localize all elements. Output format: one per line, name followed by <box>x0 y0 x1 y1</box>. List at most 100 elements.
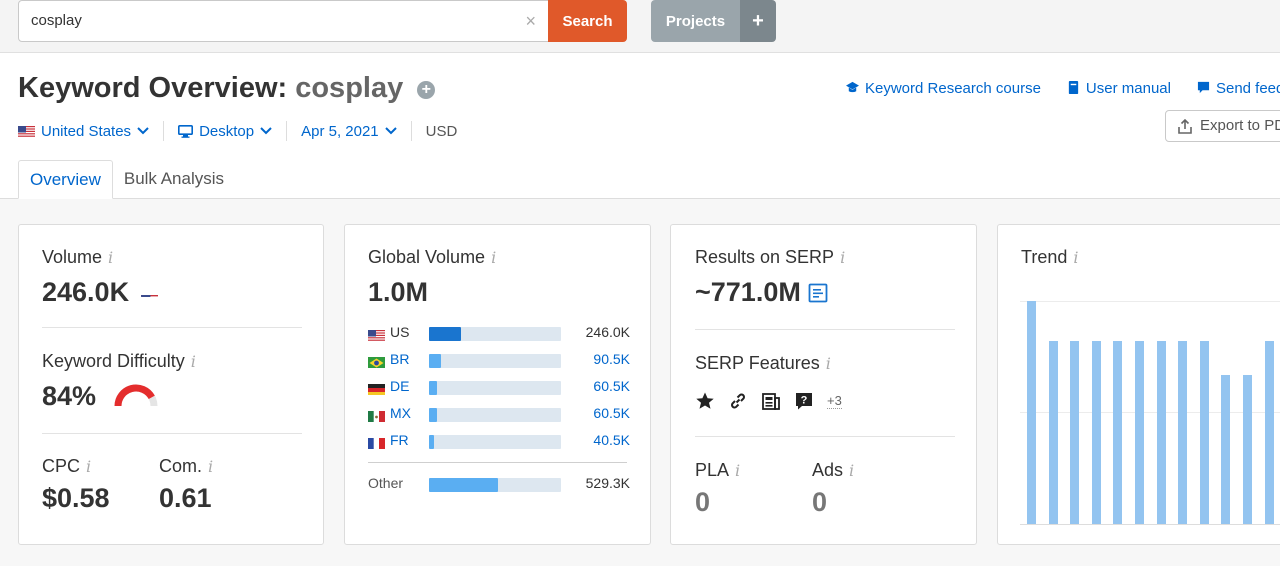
filter-divider <box>410 121 412 141</box>
serp-results-title-label: Results on SERP <box>695 247 835 267</box>
trend-bar[interactable] <box>1221 374 1231 524</box>
country-code[interactable]: DE <box>390 378 410 394</box>
news-icon[interactable] <box>761 391 781 411</box>
com-title: Com. i <box>159 456 213 477</box>
info-icon[interactable]: i <box>190 352 196 371</box>
projects-button[interactable]: Projects <box>651 0 740 42</box>
country-volume[interactable]: 40.5K <box>593 432 630 448</box>
global-volume-card: Global Volume i 1.0M US 246.0K BR 90.5K D… <box>344 224 651 545</box>
country-volume[interactable]: 90.5K <box>593 351 630 367</box>
us-flag-icon <box>368 329 385 342</box>
volume-bar <box>429 435 561 449</box>
trend-bar[interactable] <box>1070 341 1080 524</box>
kd-title: Keyword Difficulty i <box>42 351 196 372</box>
tab-bar: Overview Bulk Analysis <box>18 160 235 199</box>
ads-value: 0 <box>812 487 828 517</box>
filter-divider <box>163 121 165 141</box>
info-icon[interactable]: i <box>108 248 114 267</box>
info-icon[interactable]: i <box>735 461 741 480</box>
user-manual-link[interactable]: User manual <box>1067 80 1171 97</box>
other-row: Other 529.3K <box>368 474 630 494</box>
keyword-course-link[interactable]: Keyword Research course <box>846 80 1041 97</box>
info-icon[interactable]: i <box>825 354 831 373</box>
user-manual-link-label: User manual <box>1085 80 1171 97</box>
chevron-down-icon <box>137 127 149 135</box>
pla-title: PLA i <box>695 460 740 481</box>
filter-divider <box>286 121 288 141</box>
country-volume[interactable]: 60.5K <box>593 405 630 421</box>
trend-bar[interactable] <box>1178 341 1188 524</box>
card-divider <box>695 436 955 437</box>
serp-results-value-text: ~771.0M <box>695 277 801 307</box>
link-icon[interactable] <box>728 391 748 411</box>
send-feedback-link[interactable]: Send feedb <box>1197 80 1280 97</box>
info-icon[interactable]: i <box>86 457 92 476</box>
faq-icon[interactable]: ? <box>794 391 814 411</box>
trend-bar[interactable] <box>1199 341 1209 524</box>
export-button-label: Export to PD <box>1200 117 1280 134</box>
date-filter[interactable]: Apr 5, 2021 <box>301 123 397 140</box>
serp-results-value: ~771.0M <box>695 277 828 308</box>
chat-bubble-icon <box>1197 81 1210 94</box>
country-code[interactable]: BR <box>390 351 410 367</box>
search-button[interactable]: Search <box>548 0 627 42</box>
de-flag-icon <box>368 383 385 396</box>
serp-features-title-label: SERP Features <box>695 353 820 373</box>
country-row[interactable]: MX 60.5K <box>368 404 630 424</box>
clear-icon[interactable]: × <box>525 11 536 31</box>
volume-bar-fill <box>429 327 461 341</box>
country-row[interactable]: BR 90.5K <box>368 350 630 370</box>
send-feedback-link-label: Send feedb <box>1215 80 1280 97</box>
trend-bar[interactable] <box>1135 341 1144 524</box>
trend-card: Trend i <box>997 224 1280 545</box>
cpc-title: CPC i <box>42 456 91 477</box>
trend-bar[interactable] <box>1156 341 1166 524</box>
card-divider <box>42 327 302 328</box>
desktop-icon <box>178 124 194 138</box>
info-icon[interactable]: i <box>840 248 846 267</box>
trend-bar[interactable] <box>1048 341 1058 524</box>
trend-bar[interactable] <box>1091 341 1101 524</box>
card-divider <box>42 433 302 434</box>
export-icon <box>1178 119 1192 134</box>
country-row[interactable]: FR 40.5K <box>368 431 630 451</box>
com-title-label: Com. <box>159 456 203 476</box>
volume-bar-fill <box>429 478 498 492</box>
device-filter[interactable]: Desktop <box>178 123 272 140</box>
trend-bar[interactable] <box>1264 341 1274 524</box>
info-icon[interactable]: i <box>208 457 214 476</box>
trend-bar[interactable] <box>1243 374 1252 524</box>
country-row[interactable]: DE 60.5K <box>368 377 630 397</box>
info-icon[interactable]: i <box>1073 248 1079 267</box>
country-code[interactable]: MX <box>390 405 411 421</box>
currency-label: USD <box>425 122 458 140</box>
info-icon[interactable]: i <box>491 248 497 267</box>
export-button[interactable]: Export to PD <box>1165 110 1280 142</box>
header-links: Keyword Research course User manual Send… <box>846 80 1280 97</box>
us-flag-icon <box>140 285 158 297</box>
tab-overview[interactable]: Overview <box>18 160 113 199</box>
country-row[interactable]: US 246.0K <box>368 323 630 343</box>
tab-bulk-analysis[interactable]: Bulk Analysis <box>123 169 225 188</box>
add-circle-icon[interactable]: + <box>417 81 436 99</box>
serp-snapshot-icon[interactable] <box>808 283 828 303</box>
cpc-title-label: CPC <box>42 456 81 476</box>
country-code[interactable]: FR <box>390 432 409 448</box>
search-input[interactable] <box>31 12 511 29</box>
date-filter-label: Apr 5, 2021 <box>301 122 379 140</box>
trend-bar[interactable] <box>1027 301 1036 524</box>
country-filter[interactable]: United States <box>18 123 149 140</box>
volume-bar-fill <box>429 354 441 368</box>
more-features[interactable]: +3 <box>827 393 842 409</box>
country-volume[interactable]: 60.5K <box>593 378 630 394</box>
page-title-keyword: cosplay <box>295 72 404 104</box>
trend-bar[interactable] <box>1113 341 1123 524</box>
svg-text:?: ? <box>801 395 808 407</box>
volume-card: Volume i 246.0K Keyword Difficulty i 84% C… <box>18 224 324 545</box>
pla-value: 0 <box>695 487 711 517</box>
add-project-button[interactable]: + <box>740 0 776 42</box>
star-icon[interactable] <box>695 391 715 411</box>
br-flag-icon <box>368 356 385 369</box>
info-icon[interactable]: i <box>849 461 855 480</box>
volume-bar <box>429 478 561 492</box>
